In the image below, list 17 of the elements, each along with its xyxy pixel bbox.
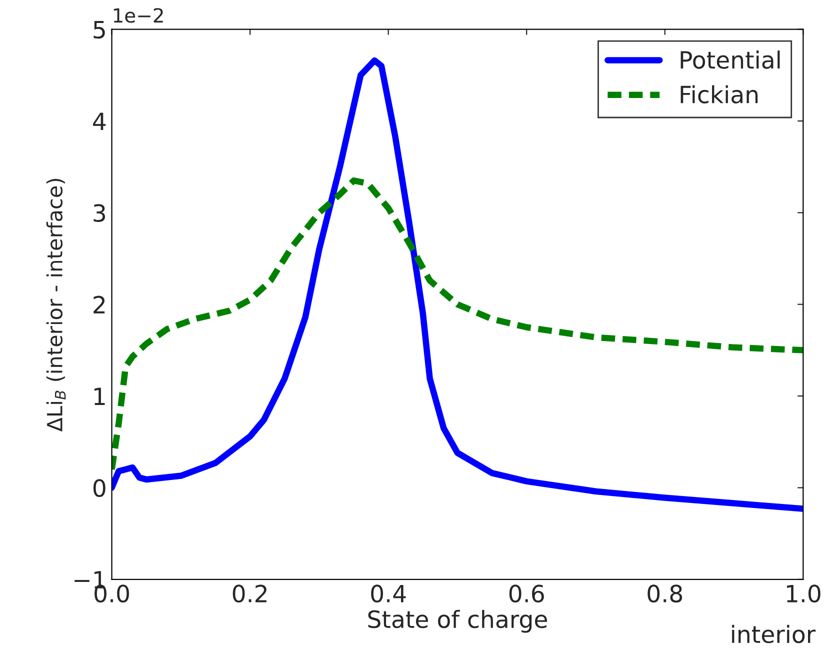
x-tick-label: 0.4 [371, 584, 406, 603]
y-tick-label: 1 [94, 388, 105, 405]
legend-label: Fickian [680, 85, 758, 104]
y-tick-label: 3 [94, 204, 106, 222]
x-tick-label: 0.2 [232, 584, 266, 603]
y-tick-label: 2 [94, 296, 105, 314]
x-tick-label: 0.6 [509, 584, 544, 603]
y-tick-label: 5 [94, 21, 105, 39]
y-tick-label: 0 [93, 479, 106, 498]
text: interior [732, 624, 816, 644]
y-tick-label: 4 [93, 112, 106, 130]
x-tick-label: 1.0 [786, 584, 820, 603]
x-axis-title: State of charge [368, 610, 547, 633]
y-axis-title: ΔLi$_{B}$ (interior - interface) [46, 178, 66, 432]
legend-label: Potential [680, 50, 780, 69]
x-tick-label: 0.8 [648, 584, 682, 603]
text: 1e−2 [114, 8, 163, 23]
